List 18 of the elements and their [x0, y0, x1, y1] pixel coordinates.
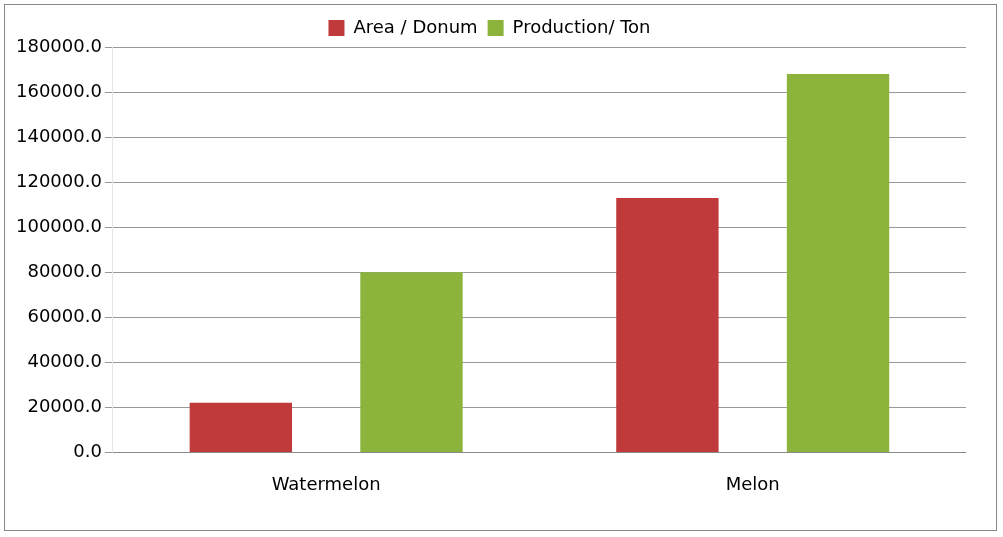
- y-tick-label: 100000.0: [16, 214, 102, 236]
- legend-label: Production/ Ton: [512, 15, 651, 37]
- y-tick-label: 40000.0: [27, 349, 102, 371]
- y-tick-label: 120000.0: [16, 169, 102, 191]
- bar: [360, 272, 463, 452]
- y-tick-label: 180000.0: [16, 34, 102, 56]
- y-tick-label: 140000.0: [16, 124, 102, 146]
- y-tick-label: 80000.0: [27, 259, 102, 281]
- y-tick-label: 60000.0: [27, 304, 102, 326]
- bar: [189, 402, 293, 452]
- y-tick-label: 160000.0: [16, 79, 102, 101]
- bar: [786, 74, 890, 452]
- x-tick-label: Watermelon: [271, 472, 381, 494]
- x-tick-label: Melon: [725, 472, 780, 494]
- y-tick-label: 20000.0: [27, 395, 102, 417]
- y-tick-label: 0.0: [73, 440, 102, 462]
- bar: [616, 197, 719, 452]
- legend-label: Area / Donum: [353, 15, 478, 37]
